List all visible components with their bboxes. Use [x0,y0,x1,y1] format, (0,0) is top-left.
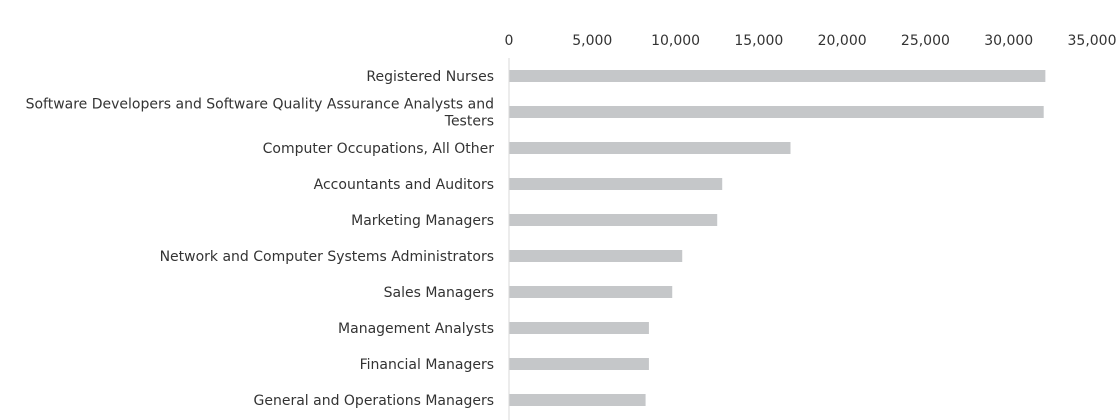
bar [509,142,791,154]
category-label: Marketing Managers [351,213,494,229]
bar [509,250,683,262]
category-label: Computer Occupations, All Other [263,141,495,157]
bar [509,322,649,334]
category-label: Accountants and Auditors [314,177,494,193]
category-labels: Registered Nurses Software Developers and… [26,69,495,409]
category-label: Software Developers and Software Quality… [26,97,494,113]
x-tick-label: 10,000 [651,33,700,49]
bar [509,70,1046,82]
x-tick-label: 0 [505,33,514,49]
category-label: Registered Nurses [366,69,494,85]
x-tick-label: 20,000 [818,33,867,49]
category-label: Network and Computer Systems Administrat… [160,249,494,265]
bar [509,394,646,406]
category-label: Management Analysts [338,321,494,337]
x-tick-label: 25,000 [901,33,950,49]
category-label: Sales Managers [384,285,494,301]
bar [509,178,723,190]
bar [509,286,673,298]
bar [509,106,1044,118]
category-label: General and Operations Managers [254,393,495,409]
bar [509,214,718,226]
category-label: Financial Managers [360,357,494,373]
bar [509,358,649,370]
x-tick-label: 5,000 [572,33,612,49]
bars [509,70,1046,406]
x-axis-ticks: 0 5,000 10,000 15,000 20,000 25,000 30,000 35,0… [505,33,1117,49]
category-label: Testers [444,114,494,130]
x-tick-label: 30,000 [984,33,1033,49]
x-tick-label: 15,000 [734,33,783,49]
x-tick-label: 35,000 [1068,33,1117,49]
